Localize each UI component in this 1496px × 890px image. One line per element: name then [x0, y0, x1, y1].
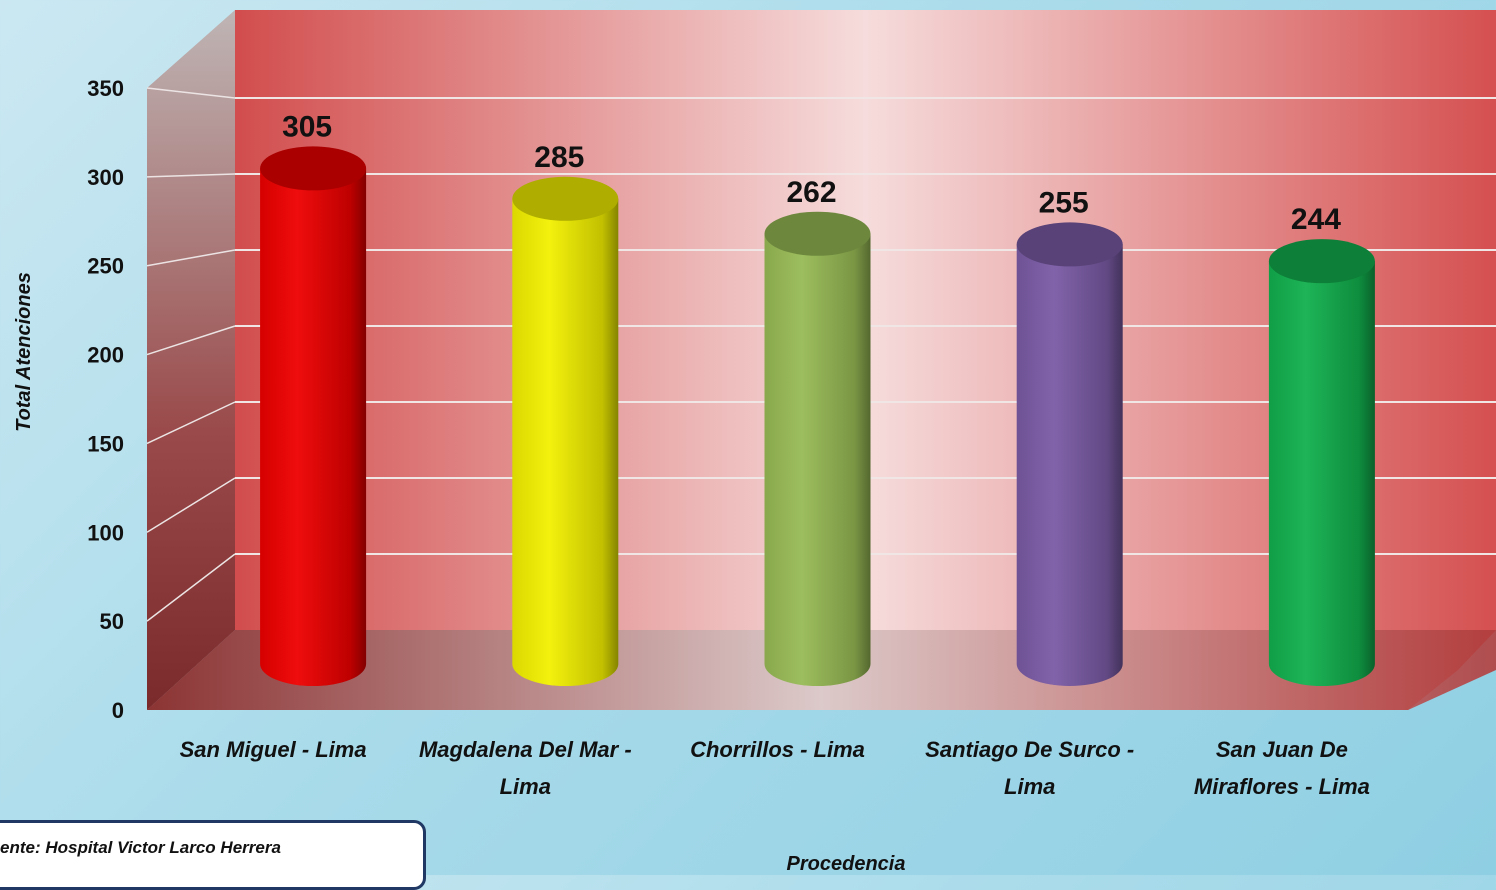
gridline-diagonal — [146, 87, 236, 99]
bar-top — [764, 211, 871, 256]
x-category-labels: San Miguel - Lima Magdalena Del Mar -Lima… — [180, 737, 1370, 799]
data-label: 305 — [282, 110, 332, 143]
y-tick-label: 250 — [87, 254, 124, 279]
gridline-diagonal — [146, 477, 236, 533]
bar-body — [260, 168, 367, 687]
y-tick-label: 150 — [87, 431, 124, 456]
y-tick-labels: 0 50 100 150 200 250 300 350 — [87, 76, 124, 723]
data-label: 285 — [534, 141, 584, 174]
data-label: 255 — [1039, 186, 1089, 219]
gridline-diagonal — [146, 553, 236, 622]
bar — [260, 146, 367, 687]
bar-top — [512, 176, 619, 221]
y-tick-label: 200 — [87, 343, 124, 368]
x-category-label: San Juan De Miraflores - Lima — [1194, 737, 1370, 799]
bar-top — [1268, 239, 1375, 284]
y-tick-label: 300 — [87, 165, 124, 190]
bar-top — [260, 146, 367, 191]
source-note: ente: Hospital Victor Larco Herrera — [0, 838, 281, 857]
x-category-label: Santiago De Surco -Lima — [925, 737, 1134, 799]
x-category-label: Chorrillos - Lima — [690, 737, 865, 762]
bars — [260, 146, 1375, 687]
y-axis-title: Total Atenciones — [13, 272, 35, 432]
gridline-diagonal — [146, 249, 236, 267]
side-wall — [147, 10, 235, 710]
bar-body — [764, 233, 871, 687]
y-tick-label: 100 — [87, 520, 124, 545]
bar-body — [1268, 261, 1375, 687]
bar — [1268, 239, 1375, 687]
bar — [1016, 222, 1123, 686]
bar — [512, 176, 619, 687]
gridline-diagonal — [146, 401, 236, 445]
y-tick-label: 50 — [100, 609, 124, 634]
data-label: 244 — [1291, 203, 1341, 236]
bar-top — [1016, 222, 1123, 267]
gridline-diagonal — [146, 325, 236, 356]
data-labels: 305 285 262 255 244 — [282, 110, 1341, 236]
x-category-label: Magdalena Del Mar -Lima — [419, 737, 632, 799]
bar-body — [1016, 244, 1123, 686]
y-tick-label: 0 — [112, 698, 124, 723]
bar-body — [512, 198, 619, 687]
x-axis-title: Procedencia — [787, 853, 906, 875]
x-category-label: San Miguel - Lima — [180, 737, 367, 762]
gridline-diagonal — [146, 173, 236, 178]
y-tick-label: 350 — [87, 76, 124, 101]
bar — [764, 211, 871, 687]
data-label: 262 — [786, 176, 836, 209]
